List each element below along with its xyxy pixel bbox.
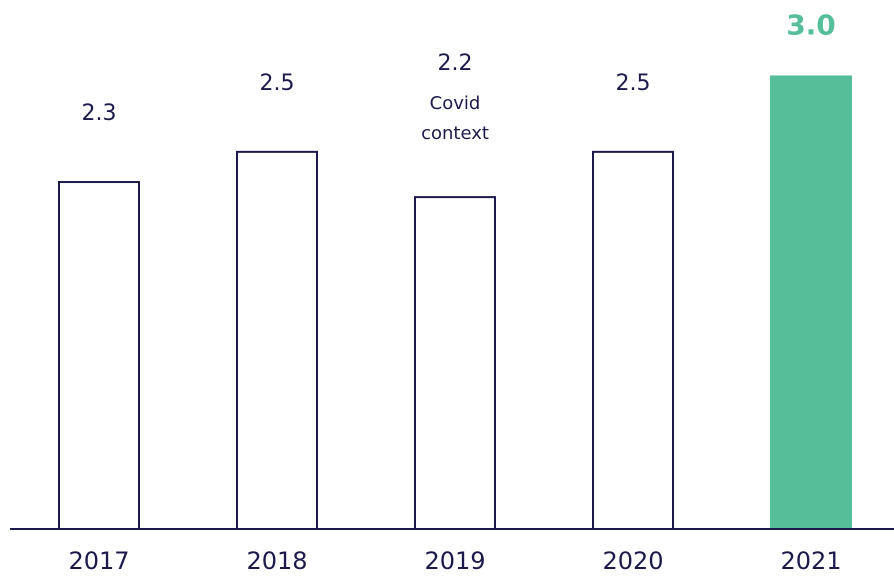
value-label: 2.5 xyxy=(260,71,295,96)
bar xyxy=(236,150,318,530)
value-label: 2.2 xyxy=(438,51,473,76)
value-label: 3.0 xyxy=(786,8,836,41)
bar xyxy=(414,196,496,530)
bar xyxy=(58,181,140,530)
x-tick-label: 2017 xyxy=(68,547,129,575)
annotation: Covid xyxy=(430,93,481,114)
bar xyxy=(592,150,674,530)
x-tick-label: 2020 xyxy=(602,547,663,575)
x-tick-label: 2019 xyxy=(424,547,485,575)
x-tick-label: 2021 xyxy=(780,547,841,575)
x-tick-label: 2018 xyxy=(246,547,307,575)
value-label: 2.5 xyxy=(616,71,651,96)
bar xyxy=(770,75,852,531)
value-label: 2.3 xyxy=(82,101,117,126)
annotation: context xyxy=(421,123,489,144)
